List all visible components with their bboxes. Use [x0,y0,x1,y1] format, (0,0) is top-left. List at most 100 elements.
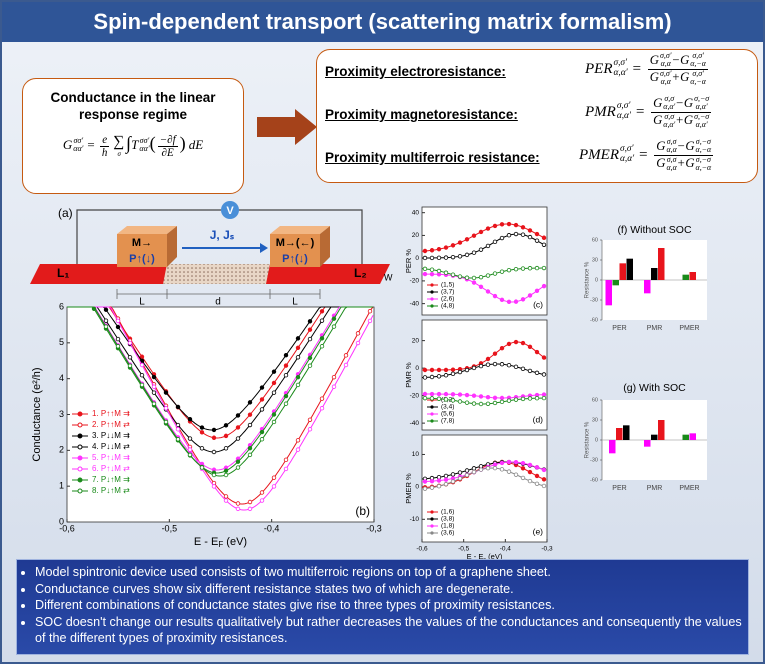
curve-marker [535,482,539,486]
lead-label: L₁ [57,266,69,280]
curve-marker [188,448,192,452]
curve-marker [500,298,504,302]
curve-marker [248,500,252,504]
curve-marker [458,393,462,397]
curve-marker [535,466,539,470]
curve-marker [128,364,132,368]
graphene [163,264,270,284]
curve-marker [486,290,490,294]
curve-marker [472,251,476,255]
legend-marker [430,419,433,422]
legend-marker [430,412,433,415]
curve-marker [507,470,511,474]
curve-marker [284,458,288,462]
curve-marker [444,368,448,372]
legend-label: 8. P↓↑M ⇄ [92,486,130,495]
curve-marker [444,373,448,377]
curve-marker [465,253,469,257]
curve-marker [430,268,434,272]
curve-marker [493,396,497,400]
curve-marker [521,476,525,480]
curve-marker [423,396,427,400]
curve-marker [486,244,490,248]
legend-label: 7. P↓↑M ⇉ [92,475,130,484]
y-tick-label: 6 [59,301,64,311]
y-tick-label: 0 [595,437,598,443]
summary-item: Different combinations of conductance st… [35,597,744,614]
curve-marker [528,235,532,239]
curve-marker [284,373,288,377]
curve-marker [479,364,483,368]
curve-marker [458,400,462,404]
magnet-label: M→(←) [276,237,315,249]
curve-marker [528,294,532,298]
curve-marker [320,309,324,313]
curve-marker [236,507,240,511]
curve-marker [344,354,348,358]
curve-marker [542,393,546,397]
legend-marker [430,517,433,520]
curve-marker [332,375,336,379]
legend-label: (3,8) [441,516,454,523]
legend-label: 3. P↓↓M ⇉ [92,431,130,440]
x-axis-label: E - EF (eV) [194,536,247,549]
curve-marker [423,487,427,491]
curve-marker [458,370,462,374]
curve-marker [320,406,324,410]
x-tick-label: PMER [679,325,699,332]
curve-marker [514,300,518,304]
y-axis-label: Resistance % [585,261,591,298]
curve-marker [514,460,518,464]
curve-marker [444,474,448,478]
y-tick-label: 60 [592,397,598,403]
curve-marker [296,448,300,452]
curve-marker [332,317,336,321]
y-axis-label: PER % [404,249,413,274]
curve-marker [356,332,360,336]
curve-marker [212,450,216,454]
curve-marker [451,392,455,396]
curve-marker [507,399,511,403]
curve-marker [535,266,539,270]
dimension-label: L [139,297,145,308]
curve-marker [528,369,532,373]
curve-marker [444,256,448,260]
curve-marker [320,337,324,341]
curve-marker [437,368,441,372]
curve-marker [284,353,288,357]
summary-item: SOC doesn't change our results qualitati… [35,614,744,647]
curve-marker [528,266,532,270]
curve-marker [500,400,504,404]
legend-label: 5. P↑↓M ⇉ [92,453,130,462]
panel-label: (e) [533,526,544,536]
y-tick-label: 1 [59,481,64,491]
x-tick-label: PMR [647,485,663,492]
curve-marker [164,406,168,410]
y-tick-label: 3 [59,409,64,419]
curve-marker [542,236,546,240]
curve-marker [296,375,300,379]
curve-marker [535,474,539,478]
y-tick-label: 30 [592,417,598,423]
y-axis-label: PMR % [404,362,413,388]
y-tick-label: 0 [415,255,419,262]
legend-marker [78,489,82,493]
curve-marker [514,267,518,271]
curve-marker [332,385,336,389]
curve-marker [152,402,156,406]
curve-marker [507,300,511,304]
curve-marker [308,328,312,332]
polarization-label: P↑(↓) [129,253,155,265]
curve-marker [458,241,462,245]
curve-marker [200,431,204,435]
curve-marker [104,325,108,329]
curve-marker [224,424,228,428]
curve-marker [212,473,216,477]
curve-marker [514,473,518,477]
curve-marker [521,461,525,465]
curve-marker [528,345,532,349]
panel-label: (b) [355,504,370,518]
legend-marker [78,412,82,416]
curve-marker [500,346,504,350]
curve-marker [493,362,497,366]
